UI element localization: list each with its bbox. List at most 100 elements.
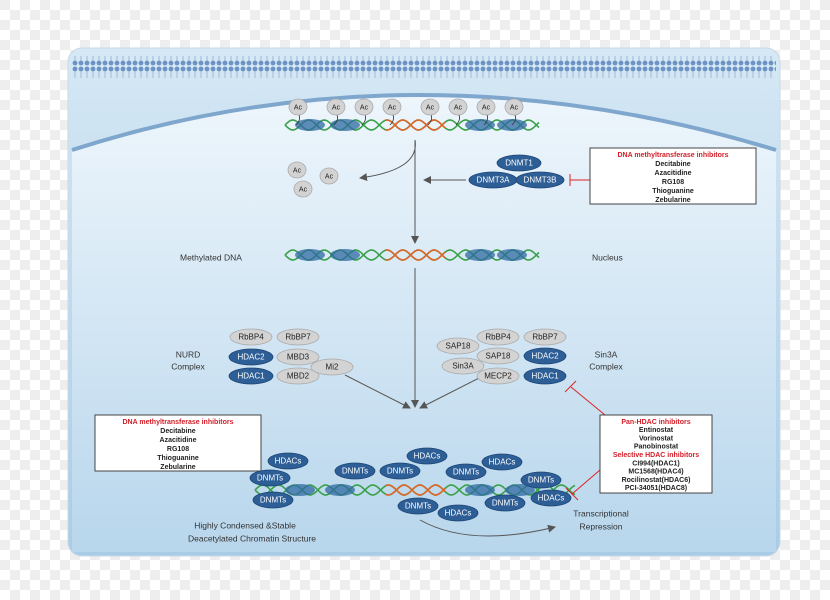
box-heading: DNA methyltransferase inhibitors — [123, 419, 234, 426]
box-item: Panobinostat — [634, 444, 679, 451]
protein-label: Sin3A — [452, 362, 474, 371]
protein — [520, 471, 562, 489]
protein-label: HDAC1 — [237, 372, 265, 381]
box-item: Zebularine — [160, 464, 196, 471]
inhibition — [570, 386, 606, 416]
protein — [249, 469, 291, 487]
box-item: Decitabine — [160, 428, 196, 435]
protein-label: Ac — [510, 104, 519, 111]
protein — [523, 347, 567, 365]
protein-label: RbBP7 — [532, 333, 558, 342]
inhibitor-box — [94, 414, 262, 472]
nucleosome — [295, 249, 325, 261]
protein-label: Ac — [426, 104, 435, 111]
protein-label: Ac — [360, 104, 369, 111]
nucleosome — [330, 249, 360, 261]
label: Deacetylated Chromatin Structure — [188, 533, 316, 543]
protein — [436, 337, 480, 355]
nucleosome — [465, 119, 495, 131]
protein-label: Ac — [388, 104, 397, 111]
nucleosome — [295, 119, 325, 131]
proteins: Ac Ac Ac Ac Ac Ac Ac Ac Ac Ac Ac DNMT1 DNMT3A DNMT3B R… — [228, 98, 572, 522]
protein-label: DNMTs — [528, 476, 554, 485]
protein-label: HDAC1 — [531, 372, 559, 381]
box-item: Zebularine — [655, 197, 691, 204]
nucleosome — [505, 484, 535, 496]
protein-label: Ac — [482, 104, 491, 111]
protein — [319, 167, 339, 185]
box-item: Thioguanine — [157, 455, 199, 462]
protein-label: DNMT3B — [524, 176, 557, 185]
label: Highly Condensed &Stable — [194, 520, 296, 530]
protein — [515, 171, 565, 189]
label: Methylated DNA — [180, 252, 242, 262]
nuclear-envelope — [71, 93, 777, 152]
inhibition — [571, 469, 601, 495]
protein — [228, 348, 274, 366]
box-item: Azacitidine — [160, 437, 197, 444]
protein — [445, 463, 487, 481]
box-item: Azacitidine — [655, 170, 692, 177]
protein-label: HDACs — [275, 457, 302, 466]
box-item: CI994(HDAC1) — [632, 460, 679, 467]
inhibitor-box — [589, 147, 757, 205]
protein-label: Ac — [294, 104, 303, 111]
protein — [481, 453, 523, 471]
protein — [523, 328, 567, 346]
arrow — [419, 519, 556, 537]
protein — [229, 328, 273, 346]
inhibition — [565, 487, 579, 501]
dna-strand — [384, 484, 446, 496]
protein — [476, 98, 496, 116]
label: Complex — [589, 361, 623, 371]
protein-label: SAP18 — [446, 342, 471, 351]
protein-label: Ac — [299, 186, 308, 193]
protein-label: MBD3 — [287, 353, 310, 362]
protein-label: RbBP4 — [485, 333, 511, 342]
nucleosome — [497, 249, 527, 261]
protein-label: HDAC2 — [237, 353, 265, 362]
protein-label: DNMTs — [260, 496, 286, 505]
protein — [523, 367, 567, 385]
protein-label: DNMT3A — [477, 176, 511, 185]
protein-label: RbBP7 — [285, 333, 311, 342]
protein — [437, 504, 479, 522]
label: Sin3A — [595, 349, 618, 359]
protein — [276, 348, 320, 366]
inhibitor-box — [599, 414, 713, 494]
box-item: Decitabine — [655, 161, 691, 168]
label: Complex — [171, 361, 205, 371]
cell-membrane — [72, 56, 776, 78]
protein — [484, 494, 526, 512]
protein-label: Ac — [293, 167, 302, 174]
label: NURD — [176, 349, 201, 359]
dna-layer — [254, 119, 576, 496]
box-item: PCI-34051(HDAC8) — [625, 485, 687, 492]
box-item: Entinostat — [639, 427, 674, 434]
protein — [276, 328, 320, 346]
protein — [288, 98, 308, 116]
box-item: RG108 — [662, 179, 684, 186]
protein-label: MECP2 — [484, 372, 512, 381]
dna-strand — [384, 484, 446, 496]
protein — [354, 98, 374, 116]
dna-strand — [384, 249, 446, 261]
arrow — [344, 374, 411, 409]
protein-label: DNMTs — [405, 502, 431, 511]
box-item: Thioguanine — [652, 188, 694, 195]
box-heading: DNA methyltransferase inhibitors — [618, 152, 729, 159]
protein-label: DNMT1 — [505, 159, 533, 168]
box-heading: Pan-HDAC inhibitors — [621, 419, 690, 426]
dna-strand — [384, 119, 446, 131]
protein — [252, 491, 294, 509]
protein-label: DNMTs — [453, 468, 479, 477]
protein — [287, 161, 307, 179]
protein — [406, 447, 448, 465]
arrow — [419, 374, 486, 409]
protein — [267, 452, 309, 470]
nucleosome — [330, 119, 360, 131]
arrows — [199, 139, 606, 537]
protein — [379, 462, 421, 480]
protein — [310, 358, 354, 376]
protein — [476, 328, 520, 346]
